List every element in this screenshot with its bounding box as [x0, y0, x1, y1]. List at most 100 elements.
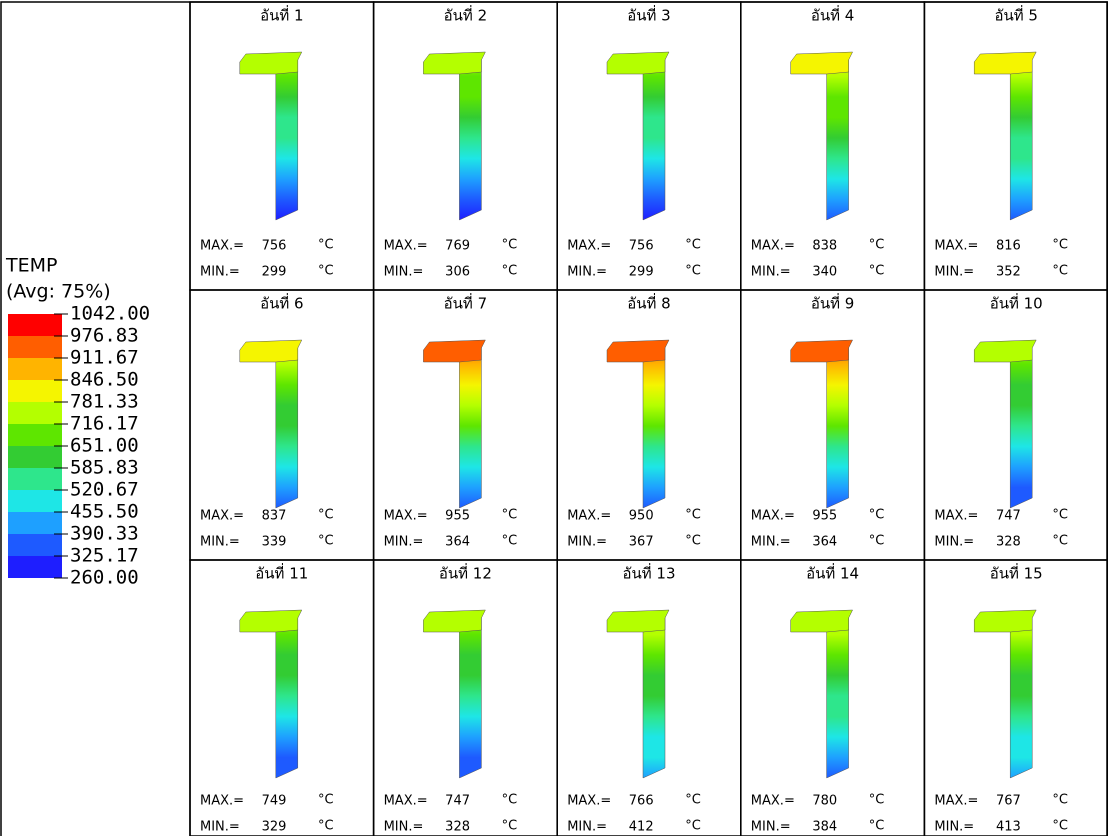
- min-label: MIN.=: [934, 265, 974, 280]
- min-label: MIN.=: [934, 820, 974, 835]
- unit: °C: [318, 264, 334, 279]
- cell-title: อันที่ 13: [622, 563, 675, 583]
- column-shaft: [275, 55, 299, 221]
- legend-swatch: [8, 556, 62, 578]
- min-value: 339: [262, 535, 287, 550]
- legend-swatch: [8, 402, 62, 424]
- unit: °C: [318, 238, 334, 253]
- min-value: 306: [445, 265, 470, 280]
- cell-title: อันที่ 3: [627, 5, 670, 25]
- unit: °C: [685, 238, 701, 253]
- min-label: MIN.=: [200, 820, 240, 835]
- max-value: 749: [262, 794, 287, 809]
- legend-swatch: [8, 424, 62, 446]
- column-shaft: [459, 613, 482, 779]
- column-cap: [606, 609, 670, 633]
- legend-swatch: [8, 314, 62, 336]
- cell-title: อันที่ 6: [260, 293, 303, 313]
- column-cap: [423, 609, 486, 633]
- legend-swatch: [8, 446, 62, 468]
- unit: °C: [1052, 508, 1068, 523]
- column-shaft: [459, 343, 482, 509]
- min-value: 384: [812, 820, 837, 835]
- legend-subtitle: (Avg: 75%): [6, 281, 111, 303]
- unit: °C: [869, 264, 885, 279]
- cell-title: อันที่ 8: [627, 293, 670, 313]
- min-label: MIN.=: [200, 535, 240, 550]
- legend-level: 585.83: [70, 457, 139, 479]
- legend-swatch: [8, 468, 62, 490]
- column-shaft: [826, 613, 849, 779]
- max-label: MAX.=: [384, 794, 428, 809]
- legend-level: 781.33: [70, 391, 139, 413]
- unit: °C: [318, 793, 334, 808]
- column-cap: [973, 339, 1037, 363]
- unit: °C: [318, 534, 334, 549]
- max-value: 837: [262, 509, 287, 524]
- column-shaft: [1009, 613, 1033, 779]
- max-value: 816: [996, 239, 1021, 254]
- max-label: MAX.=: [751, 239, 795, 254]
- unit: °C: [1052, 819, 1068, 834]
- min-label: MIN.=: [567, 265, 607, 280]
- min-label: MIN.=: [200, 265, 240, 280]
- min-label: MIN.=: [384, 820, 424, 835]
- max-value: 950: [629, 509, 654, 524]
- max-label: MAX.=: [384, 509, 428, 524]
- column-cap: [790, 609, 854, 633]
- max-value: 955: [445, 509, 470, 524]
- min-label: MIN.=: [934, 535, 974, 550]
- max-value: 838: [812, 239, 837, 254]
- legend-swatch: [8, 336, 62, 358]
- min-label: MIN.=: [384, 535, 424, 550]
- max-label: MAX.=: [934, 794, 978, 809]
- min-value: 340: [812, 265, 837, 280]
- max-label: MAX.=: [200, 794, 244, 809]
- cell-title: อันที่ 4: [811, 5, 854, 25]
- unit: °C: [685, 508, 701, 523]
- max-value: 747: [996, 509, 1021, 524]
- max-value: 756: [629, 239, 654, 254]
- column-cap: [239, 339, 303, 363]
- unit: °C: [1052, 534, 1068, 549]
- unit: °C: [502, 508, 518, 523]
- max-label: MAX.=: [567, 239, 611, 254]
- min-value: 364: [445, 535, 470, 550]
- column-shaft: [459, 55, 482, 221]
- max-value: 955: [812, 509, 837, 524]
- legend-level: 846.50: [70, 369, 139, 391]
- column-cap: [790, 339, 854, 363]
- min-label: MIN.=: [384, 265, 424, 280]
- min-value: 329: [262, 820, 287, 835]
- column-shaft: [1009, 55, 1033, 221]
- min-value: 364: [812, 535, 837, 550]
- column-shaft: [642, 343, 666, 509]
- unit: °C: [502, 534, 518, 549]
- max-value: 767: [996, 794, 1021, 809]
- legend-title: TEMP: [5, 255, 57, 277]
- max-label: MAX.=: [751, 794, 795, 809]
- unit: °C: [502, 819, 518, 834]
- unit: °C: [502, 238, 518, 253]
- max-value: 769: [445, 239, 470, 254]
- legend-swatch: [8, 490, 62, 512]
- unit: °C: [685, 534, 701, 549]
- unit: °C: [869, 819, 885, 834]
- max-value: 747: [445, 794, 470, 809]
- unit: °C: [869, 238, 885, 253]
- unit: °C: [502, 264, 518, 279]
- unit: °C: [685, 793, 701, 808]
- legend-level: 911.67: [70, 347, 139, 369]
- unit: °C: [318, 508, 334, 523]
- legend-level: 651.00: [70, 435, 139, 457]
- max-label: MAX.=: [200, 509, 244, 524]
- max-value: 780: [812, 794, 837, 809]
- cell-title: อันที่ 15: [990, 563, 1043, 583]
- column-shaft: [642, 55, 666, 221]
- cell-title: อันที่ 2: [444, 5, 487, 25]
- legend-swatch: [8, 534, 62, 556]
- column-shaft: [826, 55, 849, 221]
